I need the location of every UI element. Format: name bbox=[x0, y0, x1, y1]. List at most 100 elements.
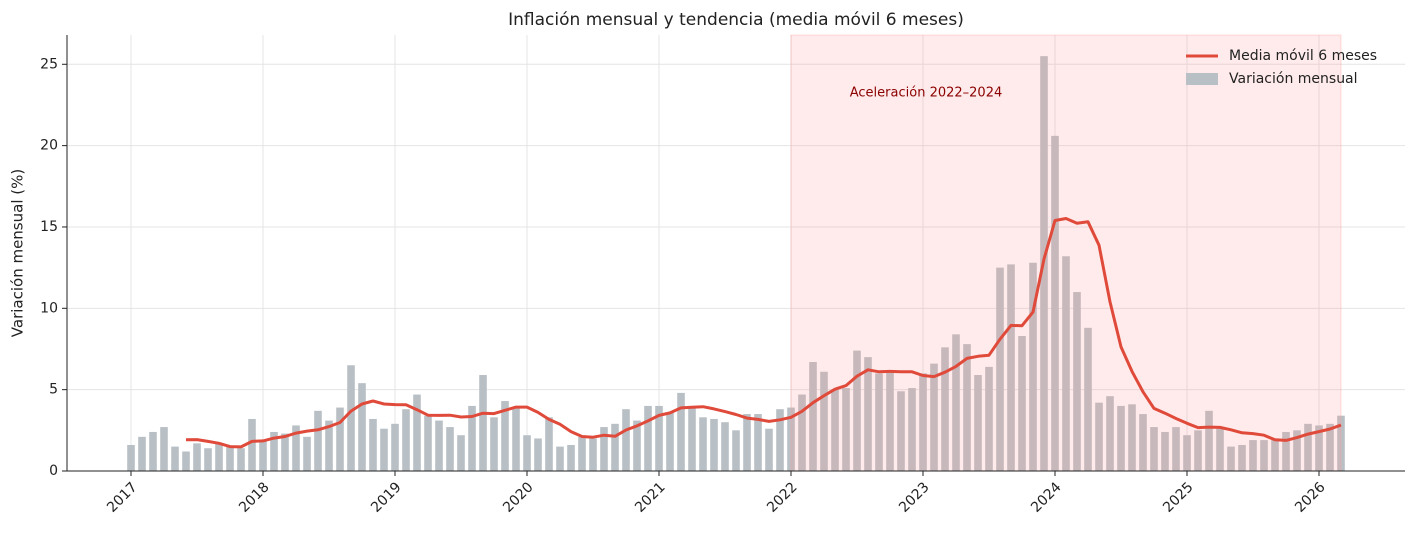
bar bbox=[435, 420, 443, 471]
bar bbox=[754, 414, 762, 471]
trend-line bbox=[185, 217, 1342, 449]
bar bbox=[798, 394, 806, 471]
bar bbox=[985, 366, 993, 471]
bar bbox=[1183, 435, 1191, 471]
bar bbox=[1238, 444, 1246, 471]
bar bbox=[974, 375, 982, 471]
bar bbox=[336, 407, 344, 471]
bar bbox=[358, 383, 366, 471]
x-tick-label: 2019 bbox=[368, 479, 405, 516]
bar bbox=[512, 407, 520, 471]
bar bbox=[325, 420, 333, 471]
bar bbox=[369, 418, 377, 471]
bar bbox=[908, 388, 916, 471]
bar bbox=[490, 417, 498, 471]
bar bbox=[1117, 405, 1125, 471]
bar bbox=[402, 409, 410, 471]
bar bbox=[182, 451, 190, 471]
bar bbox=[864, 357, 872, 471]
bar bbox=[1260, 440, 1268, 471]
bar bbox=[215, 443, 223, 471]
bar bbox=[1205, 410, 1213, 471]
x-tick-label: 2017 bbox=[104, 479, 141, 516]
bar bbox=[1139, 414, 1147, 471]
bar bbox=[259, 440, 267, 471]
bar bbox=[820, 371, 828, 471]
bar bbox=[1029, 262, 1037, 471]
bar bbox=[468, 405, 476, 471]
annotation: Aceleración 2022–2024 bbox=[850, 86, 1002, 101]
bar bbox=[1194, 430, 1202, 471]
bar bbox=[281, 433, 289, 471]
bar bbox=[149, 431, 157, 471]
bar bbox=[1326, 423, 1334, 471]
bar bbox=[1018, 335, 1026, 471]
bar bbox=[853, 350, 861, 471]
bar bbox=[655, 405, 663, 471]
bar bbox=[1106, 396, 1114, 471]
bar bbox=[941, 347, 949, 471]
bar bbox=[787, 407, 795, 471]
bar bbox=[1337, 415, 1345, 471]
bar bbox=[1095, 402, 1103, 471]
bar bbox=[303, 436, 311, 471]
x-tick-label: 2020 bbox=[500, 479, 537, 516]
bar bbox=[1150, 427, 1158, 471]
bar bbox=[1172, 427, 1180, 471]
bar bbox=[171, 446, 179, 471]
bar bbox=[996, 267, 1004, 471]
bar bbox=[1293, 430, 1301, 471]
bar bbox=[699, 417, 707, 471]
bar bbox=[226, 446, 234, 471]
bar bbox=[160, 427, 168, 471]
bar bbox=[193, 443, 201, 471]
bar bbox=[545, 417, 553, 471]
x-tick-label: 2023 bbox=[896, 479, 933, 516]
bar bbox=[534, 438, 542, 471]
bar bbox=[721, 422, 729, 471]
bar bbox=[622, 409, 630, 471]
bar bbox=[1128, 404, 1136, 471]
bar bbox=[413, 394, 421, 471]
bar bbox=[644, 405, 652, 471]
bar bbox=[292, 425, 300, 471]
bar bbox=[897, 391, 905, 471]
bar bbox=[1007, 264, 1015, 471]
bar bbox=[1084, 327, 1092, 471]
bar bbox=[842, 388, 850, 471]
bar bbox=[1051, 135, 1059, 472]
legend-label: Media móvil 6 meses bbox=[1229, 48, 1377, 64]
y-axis-label: Variación mensual (%) bbox=[9, 169, 27, 337]
bar bbox=[600, 427, 608, 471]
bar bbox=[479, 375, 487, 471]
bar bbox=[732, 430, 740, 471]
bar bbox=[567, 444, 575, 471]
bar bbox=[380, 428, 388, 471]
bar bbox=[688, 405, 696, 471]
bar bbox=[963, 344, 971, 471]
bar bbox=[138, 436, 146, 471]
bar bbox=[1062, 256, 1070, 471]
bar bbox=[457, 435, 465, 471]
bar bbox=[776, 409, 784, 471]
y-tick-label: 5 bbox=[49, 382, 58, 398]
bar bbox=[1161, 431, 1169, 471]
bar bbox=[1282, 431, 1290, 471]
y-tick-label: 0 bbox=[49, 463, 58, 479]
bar bbox=[886, 370, 894, 471]
bar bbox=[523, 435, 531, 471]
bar bbox=[677, 392, 685, 471]
bar bbox=[633, 420, 641, 471]
bar bbox=[743, 414, 751, 471]
x-tick-label: 2022 bbox=[764, 479, 801, 516]
bar bbox=[1227, 446, 1235, 471]
legend-label: Variación mensual bbox=[1229, 71, 1358, 87]
bar bbox=[270, 431, 278, 471]
bar bbox=[809, 362, 817, 471]
bar bbox=[1073, 292, 1081, 471]
x-tick-label: 2026 bbox=[1292, 479, 1329, 516]
y-tick-label: 10 bbox=[40, 300, 58, 316]
bar bbox=[446, 427, 454, 471]
y-tick-label: 20 bbox=[40, 138, 58, 154]
